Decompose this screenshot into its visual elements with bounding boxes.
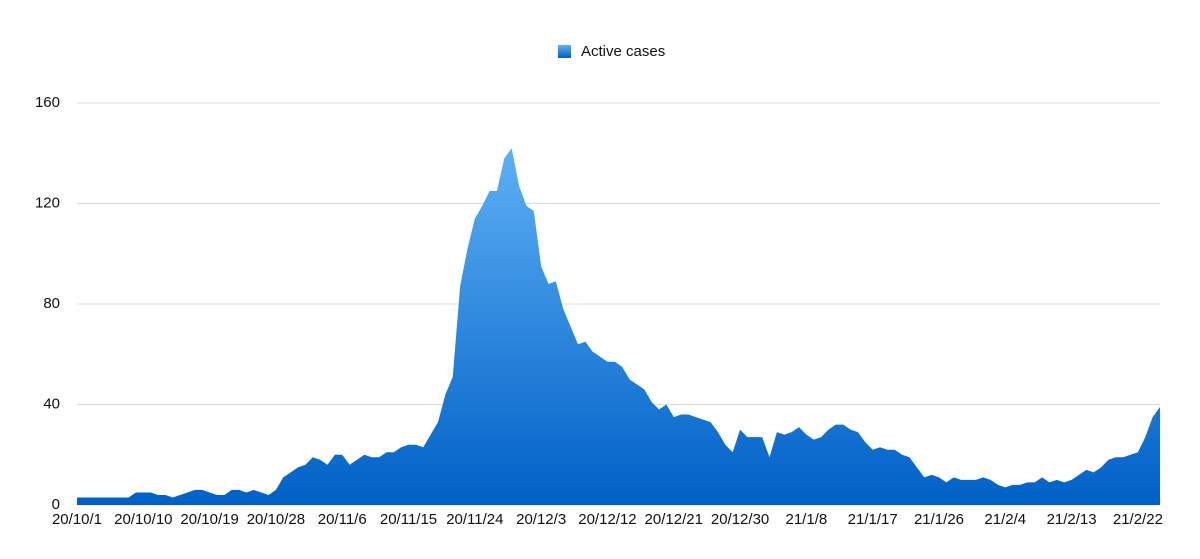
y-tick-label: 40 <box>43 395 60 412</box>
x-tick-label: 20/10/28 <box>247 511 305 528</box>
x-tick-label: 20/12/30 <box>711 511 769 528</box>
x-tick-label: 21/1/17 <box>848 511 898 528</box>
y-tick-label: 0 <box>52 496 60 513</box>
x-tick-label: 20/11/15 <box>380 511 437 528</box>
x-tick-label: 20/12/3 <box>516 511 566 528</box>
x-tick-label: 20/10/10 <box>114 511 172 528</box>
x-tick-label: 20/10/19 <box>180 511 238 528</box>
legend-swatch <box>558 45 571 58</box>
x-tick-label: 20/11/24 <box>446 511 503 528</box>
x-tick-label: 20/10/1 <box>52 511 102 528</box>
x-tick-label: 21/2/13 <box>1047 511 1097 528</box>
x-tick-label: 21/1/8 <box>786 511 828 528</box>
y-tick-label: 160 <box>35 94 60 111</box>
plot-area <box>77 148 1160 505</box>
x-tick-label: 21/1/26 <box>914 511 964 528</box>
x-tick-label: 20/12/21 <box>645 511 703 528</box>
x-tick-label: 21/2/4 <box>984 511 1026 528</box>
labels: 0 40 80 120 160 20/10/1 20/10/10 20/10/19 20/10/… <box>35 43 1163 528</box>
area <box>77 148 1160 505</box>
legend-label: Active cases <box>581 43 665 60</box>
x-tick-label: 20/11/6 <box>318 511 367 528</box>
x-tick-label: 21/2/22 <box>1113 511 1163 528</box>
x-tick-label: 20/12/12 <box>578 511 636 528</box>
y-tick-label: 120 <box>35 194 60 211</box>
y-tick-label: 80 <box>43 295 60 312</box>
